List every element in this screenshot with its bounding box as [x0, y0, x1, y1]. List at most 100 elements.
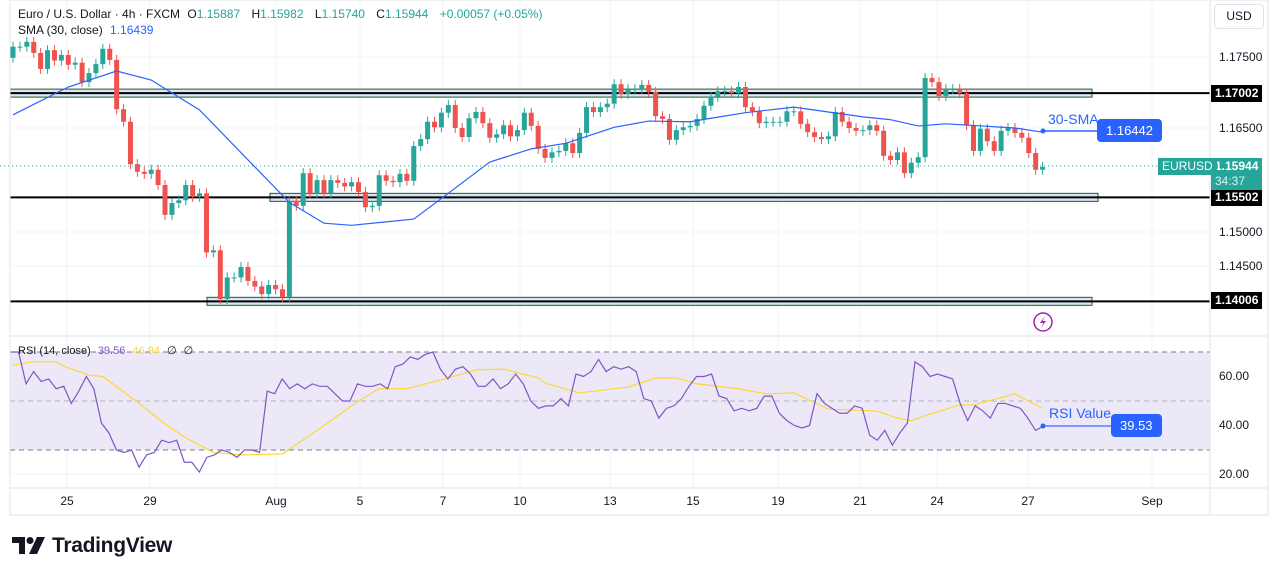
candle-body	[777, 121, 783, 123]
price-tick: 1.17500	[1219, 50, 1263, 64]
candle-body	[680, 127, 686, 131]
candle-body	[107, 48, 113, 60]
candle	[673, 125, 679, 145]
candle	[763, 116, 769, 129]
chart-frame	[9, 0, 1269, 516]
time-tick: 10	[513, 494, 527, 508]
low-value: 1.15740	[321, 7, 365, 21]
candle-body	[701, 105, 707, 119]
candle-body	[818, 137, 824, 140]
price-tick: 1.14500	[1219, 259, 1263, 273]
candle	[867, 120, 873, 136]
candle	[625, 84, 631, 99]
candle-body	[245, 267, 251, 281]
candle	[777, 116, 783, 127]
candle-body	[197, 193, 203, 197]
candle	[950, 84, 956, 95]
tradingview-logo[interactable]: TradingView	[12, 534, 172, 558]
rsi-ma-value: 46.94	[132, 345, 160, 357]
sma-line	[12, 70, 1043, 226]
candle-body	[1019, 132, 1025, 138]
rsi-line	[11, 351, 1044, 474]
candle	[418, 134, 424, 152]
candle-body	[259, 286, 265, 295]
time-tick: 25	[60, 494, 74, 508]
candle	[369, 200, 375, 213]
candle	[425, 116, 431, 145]
rsi-na-1: ∅	[167, 345, 177, 357]
currency-button[interactable]: USD	[1214, 4, 1264, 29]
candle-body	[1033, 153, 1039, 170]
candle	[169, 198, 175, 220]
candle	[818, 132, 824, 145]
current-price: 1.15944	[1215, 159, 1259, 173]
support-resistance-zones[interactable]	[9, 88, 1210, 306]
candle	[639, 79, 645, 95]
candle	[273, 280, 279, 295]
candle	[459, 123, 465, 143]
time-tick: 7	[439, 494, 447, 508]
candle	[321, 175, 327, 199]
candle	[279, 284, 285, 302]
candle	[100, 43, 106, 70]
candle-body	[58, 55, 64, 61]
candle	[922, 72, 928, 163]
high-label: H	[251, 7, 261, 21]
lightning-icon[interactable]	[1033, 312, 1053, 332]
candle-body	[950, 89, 956, 91]
candle-body	[342, 182, 348, 187]
candle-body	[494, 134, 500, 138]
candle-body	[584, 107, 590, 133]
time-tick: 21	[853, 494, 867, 508]
sma-legend[interactable]: SMA (30, close) 1.16439	[18, 23, 157, 37]
candle-body	[231, 277, 237, 279]
candle-body	[798, 111, 804, 124]
candle-body	[922, 77, 928, 158]
candle	[141, 166, 147, 179]
candle-body	[791, 111, 797, 113]
candle-body	[31, 41, 37, 53]
candle-body	[362, 191, 368, 208]
candle	[121, 104, 127, 127]
candle	[1040, 161, 1046, 175]
candle	[362, 186, 368, 213]
candle	[874, 120, 880, 136]
candle	[1005, 123, 1011, 136]
candle-body	[148, 169, 154, 174]
candle-body	[224, 277, 230, 299]
candle-body	[307, 173, 313, 194]
candle-body	[293, 200, 299, 206]
rsi-legend[interactable]: RSI (14, close) 39.56 46.94 ∅ ∅	[18, 344, 197, 357]
candle	[611, 79, 617, 109]
candle-body	[763, 121, 769, 124]
level-tag-support: 1.15502	[1211, 189, 1263, 206]
candle	[597, 102, 603, 118]
candle	[881, 125, 887, 161]
candle-body	[929, 77, 935, 83]
candle	[293, 195, 299, 211]
candle-body	[936, 82, 942, 97]
candle-body	[632, 89, 638, 91]
candle	[590, 102, 596, 118]
candle-body	[459, 128, 465, 138]
candle-body	[867, 125, 873, 131]
candle-body	[729, 91, 735, 94]
candle-body	[121, 109, 127, 122]
candle	[93, 59, 99, 79]
sma-label: SMA (30, close)	[18, 23, 103, 37]
candle-body	[369, 205, 375, 208]
candle-body	[390, 180, 396, 183]
candle-body	[894, 152, 900, 160]
candle-body	[487, 123, 493, 138]
candle	[756, 106, 762, 129]
candle	[45, 45, 51, 74]
candle	[286, 195, 292, 302]
candle-body	[86, 73, 92, 83]
candle	[383, 170, 389, 186]
candle	[653, 86, 659, 122]
rsi-annotation-text: RSI Value	[1049, 405, 1111, 421]
candle	[328, 175, 334, 199]
symbol-legend[interactable]: Euro / U.S. Dollar · 4h · FXCM O1.15887 …	[18, 7, 546, 21]
candle-body	[825, 136, 831, 140]
